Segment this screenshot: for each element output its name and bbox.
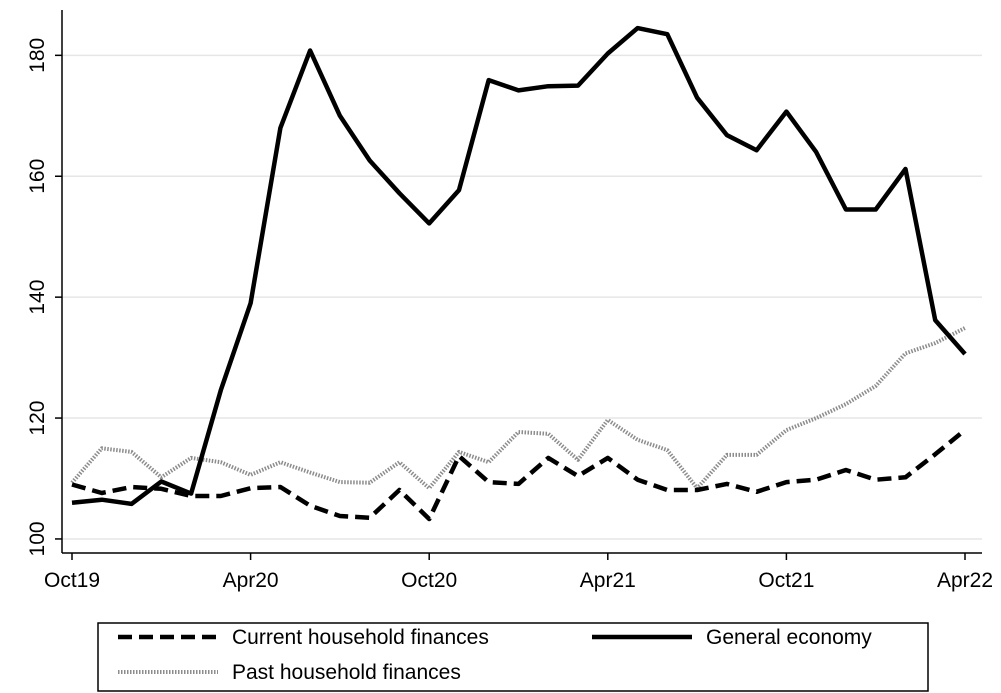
x-tick-label: Apr22	[937, 569, 993, 592]
x-tick-label: Oct20	[401, 569, 457, 592]
series-line	[70, 326, 966, 491]
series-line	[71, 428, 967, 522]
legend-label: General economy	[706, 626, 872, 649]
legend-label: Current household finances	[232, 626, 489, 649]
x-tick-label: Apr21	[580, 569, 636, 592]
legend-label: Past household finances	[232, 661, 461, 684]
y-tick-label: 120	[26, 401, 49, 436]
y-tick-label: 160	[26, 159, 49, 194]
y-tick-label: 140	[26, 280, 49, 315]
x-tick-label: Apr20	[223, 569, 279, 592]
x-tick-label: Oct21	[758, 569, 814, 592]
series-line	[71, 25, 967, 507]
y-tick-label: 180	[26, 38, 49, 73]
x-tick-label: Oct19	[44, 569, 100, 592]
legend-box	[97, 622, 929, 692]
y-tick-label: 100	[26, 521, 49, 556]
